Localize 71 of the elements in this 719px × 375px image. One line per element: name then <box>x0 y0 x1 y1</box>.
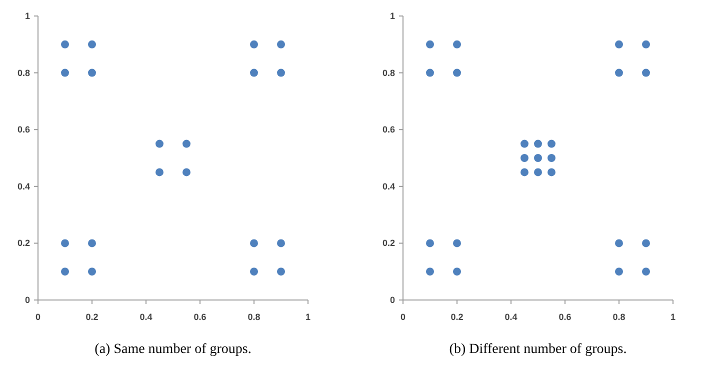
x-tick-label: 0.4 <box>140 312 152 322</box>
y-tick-label: 0.2 <box>17 238 30 248</box>
x-tick-label: 0.8 <box>248 312 260 322</box>
point <box>548 168 556 176</box>
point <box>642 239 650 248</box>
point <box>61 239 69 248</box>
point <box>426 268 434 276</box>
x-tick-label: 0.6 <box>558 312 572 322</box>
text: (b) Different number of groups. <box>449 342 627 357</box>
y-tick-label: 0.8 <box>382 68 395 78</box>
point <box>548 140 556 148</box>
x-tick-label: 0.2 <box>450 312 464 322</box>
point <box>534 154 542 162</box>
point <box>61 40 69 48</box>
point <box>615 268 623 276</box>
point <box>615 68 623 77</box>
y-tick-label: 0 <box>390 295 395 305</box>
point <box>61 268 69 276</box>
y-tick-label: 0.6 <box>17 124 30 135</box>
point <box>453 40 461 48</box>
point <box>453 239 461 248</box>
x-tick-label: 0.2 <box>86 312 98 322</box>
point <box>88 68 96 77</box>
point <box>453 68 461 77</box>
y-tick-label: 0.4 <box>17 181 30 192</box>
point <box>426 239 434 248</box>
point <box>277 68 285 77</box>
point <box>156 140 164 148</box>
x-tick-label: 0.8 <box>612 312 626 322</box>
point <box>642 40 650 48</box>
point <box>615 239 623 248</box>
point <box>548 154 556 162</box>
point <box>61 68 69 77</box>
point <box>534 168 542 176</box>
text: (a) Same number of groups. <box>94 342 252 357</box>
point <box>250 68 258 77</box>
point <box>520 154 528 162</box>
point <box>156 168 164 176</box>
point <box>277 239 285 248</box>
y-tick-label: 1 <box>390 11 395 21</box>
x-tick-label: 0 <box>400 312 406 322</box>
y-tick-label: 1 <box>24 11 30 21</box>
point <box>250 268 258 276</box>
x-tick-label: 1 <box>670 312 676 322</box>
point <box>88 268 96 276</box>
point <box>642 68 650 77</box>
x-tick-label: 0.4 <box>504 312 518 322</box>
point <box>250 40 258 48</box>
point <box>182 140 190 148</box>
y-tick-label: 0.2 <box>382 238 395 248</box>
y-tick-label: 0 <box>24 295 30 305</box>
point <box>277 40 285 48</box>
point <box>520 140 528 148</box>
point <box>520 168 528 176</box>
point <box>277 268 285 276</box>
point <box>453 268 461 276</box>
point <box>182 168 190 176</box>
x-tick-label: 0.6 <box>194 312 206 322</box>
point <box>426 40 434 48</box>
point <box>615 40 623 48</box>
x-tick-label: 1 <box>305 312 311 322</box>
point <box>642 268 650 276</box>
point <box>250 239 258 248</box>
point <box>88 40 96 48</box>
y-tick-label: 0.6 <box>382 124 395 135</box>
x-tick-label: 0 <box>35 312 41 322</box>
point <box>88 239 96 248</box>
y-tick-label: 0.8 <box>17 68 30 78</box>
point <box>426 68 434 77</box>
point <box>534 140 542 148</box>
y-tick-label: 0.4 <box>382 181 395 192</box>
